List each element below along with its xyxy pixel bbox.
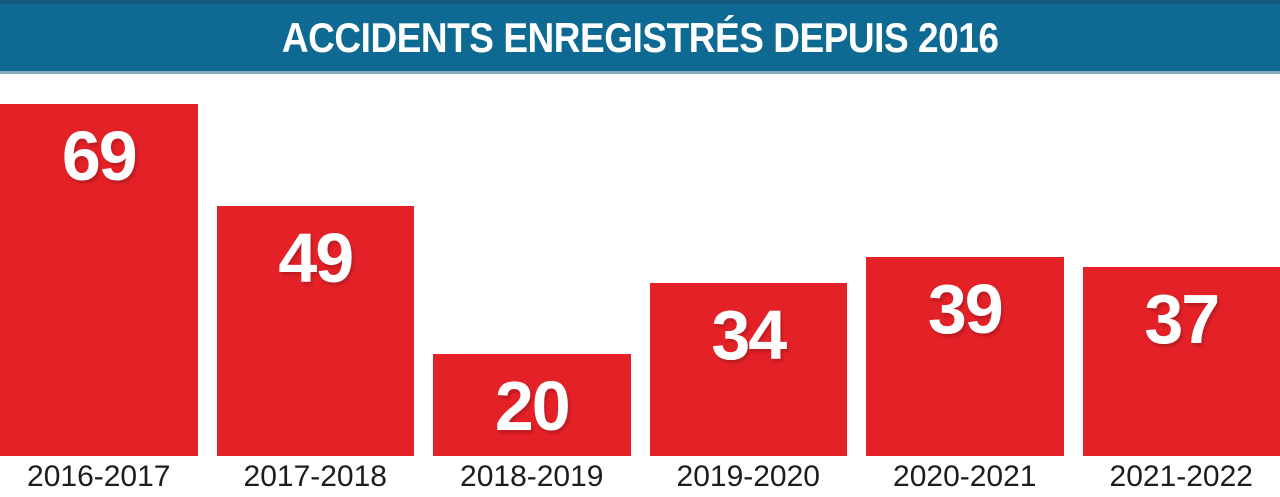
bar-value-label: 49 — [278, 219, 354, 297]
bar-chart-columns: 69 2016-2017 49 2017-2018 20 2018-2019 34 2019-… — [0, 74, 1280, 497]
chart-title: ACCIDENTS ENREGISTRÉS DEPUIS 2016 — [281, 13, 999, 61]
x-axis-label: 2019-2020 — [676, 460, 820, 493]
bar-value-label: 34 — [711, 296, 787, 374]
bar-column-2016-2017: 69 2016-2017 — [0, 74, 198, 497]
bar-value-label: 20 — [494, 367, 571, 445]
bar-column-2017-2018: 49 2017-2018 — [216, 74, 414, 497]
bar-value-label: 39 — [927, 270, 1004, 348]
bar-column-2021-2022: 37 2021-2022 — [1082, 74, 1280, 497]
bar: 37 — [1082, 267, 1280, 456]
bar: 20 — [433, 354, 631, 456]
x-axis-label: 2021-2022 — [1109, 460, 1253, 493]
bar-column-2020-2021: 39 2020-2021 — [866, 74, 1064, 497]
bar: 49 — [216, 206, 414, 456]
bar: 34 — [649, 283, 847, 456]
bar: 69 — [0, 104, 198, 456]
x-axis-label: 2020-2021 — [893, 460, 1037, 493]
x-axis-label: 2018-2019 — [460, 460, 604, 493]
bar: 39 — [866, 257, 1064, 456]
bar-value-label: 37 — [1144, 280, 1220, 358]
x-axis-label: 2016-2017 — [27, 460, 171, 493]
bar-value-label: 69 — [61, 117, 138, 195]
bar-column-2019-2020: 34 2019-2020 — [649, 74, 847, 497]
title-banner: ACCIDENTS ENREGISTRÉS DEPUIS 2016 — [0, 0, 1280, 74]
bar-chart: 69 2016-2017 49 2017-2018 20 2018-2019 34 2019-… — [0, 74, 1280, 497]
x-axis-label: 2017-2018 — [243, 460, 387, 493]
bar-column-2018-2019: 20 2018-2019 — [433, 74, 631, 497]
